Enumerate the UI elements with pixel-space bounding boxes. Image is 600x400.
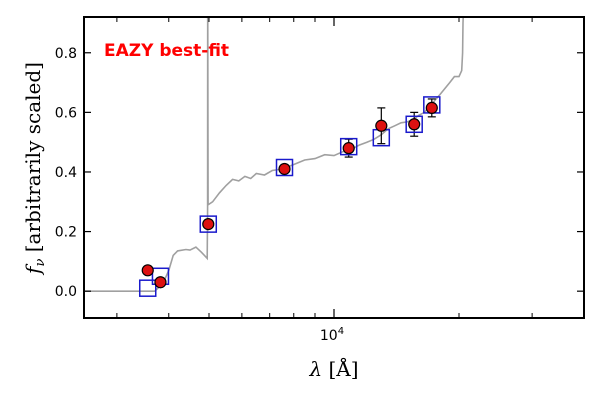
- observed-point-2: [202, 218, 215, 231]
- observed-point-4: [342, 142, 355, 155]
- y-axis-label: fν [arbitrarily scaled]: [21, 62, 48, 276]
- observed-point-5: [375, 119, 388, 132]
- y-tick-label-1: 0.2: [55, 225, 77, 241]
- y-tick-label-0: 0.0: [55, 284, 77, 300]
- observed-point-0: [141, 264, 154, 277]
- model-photometry-square-3: [275, 158, 294, 177]
- y-tick-label-3: 0.6: [55, 105, 77, 121]
- model-photometry-square-0: [138, 279, 157, 297]
- model-photometry-square-2: [199, 215, 218, 233]
- observed-point-3: [278, 162, 291, 176]
- annotation-label: EAZY best-fit: [104, 41, 229, 61]
- x-tick-label-major: 104: [320, 326, 344, 344]
- template-layer: [84, 17, 465, 292]
- observed-point-1: [154, 276, 167, 289]
- observed-point-6: [408, 118, 421, 131]
- observed-layer: [141, 101, 438, 289]
- observed-point-7: [425, 101, 438, 114]
- model-photometry-square-4: [339, 137, 358, 156]
- y-tick-label-4: 0.8: [55, 46, 77, 62]
- plot-background: [84, 17, 584, 318]
- plot-frame: [83, 16, 585, 319]
- tick-labels: 0.0 0.2 0.4 0.6 0.8 104: [55, 46, 344, 344]
- template-spectrum-line: [84, 17, 465, 292]
- model-photometry-square-6: [405, 115, 423, 134]
- x-axis-label: λ [Å]: [308, 356, 358, 381]
- y-tick-label-2: 0.4: [55, 165, 77, 181]
